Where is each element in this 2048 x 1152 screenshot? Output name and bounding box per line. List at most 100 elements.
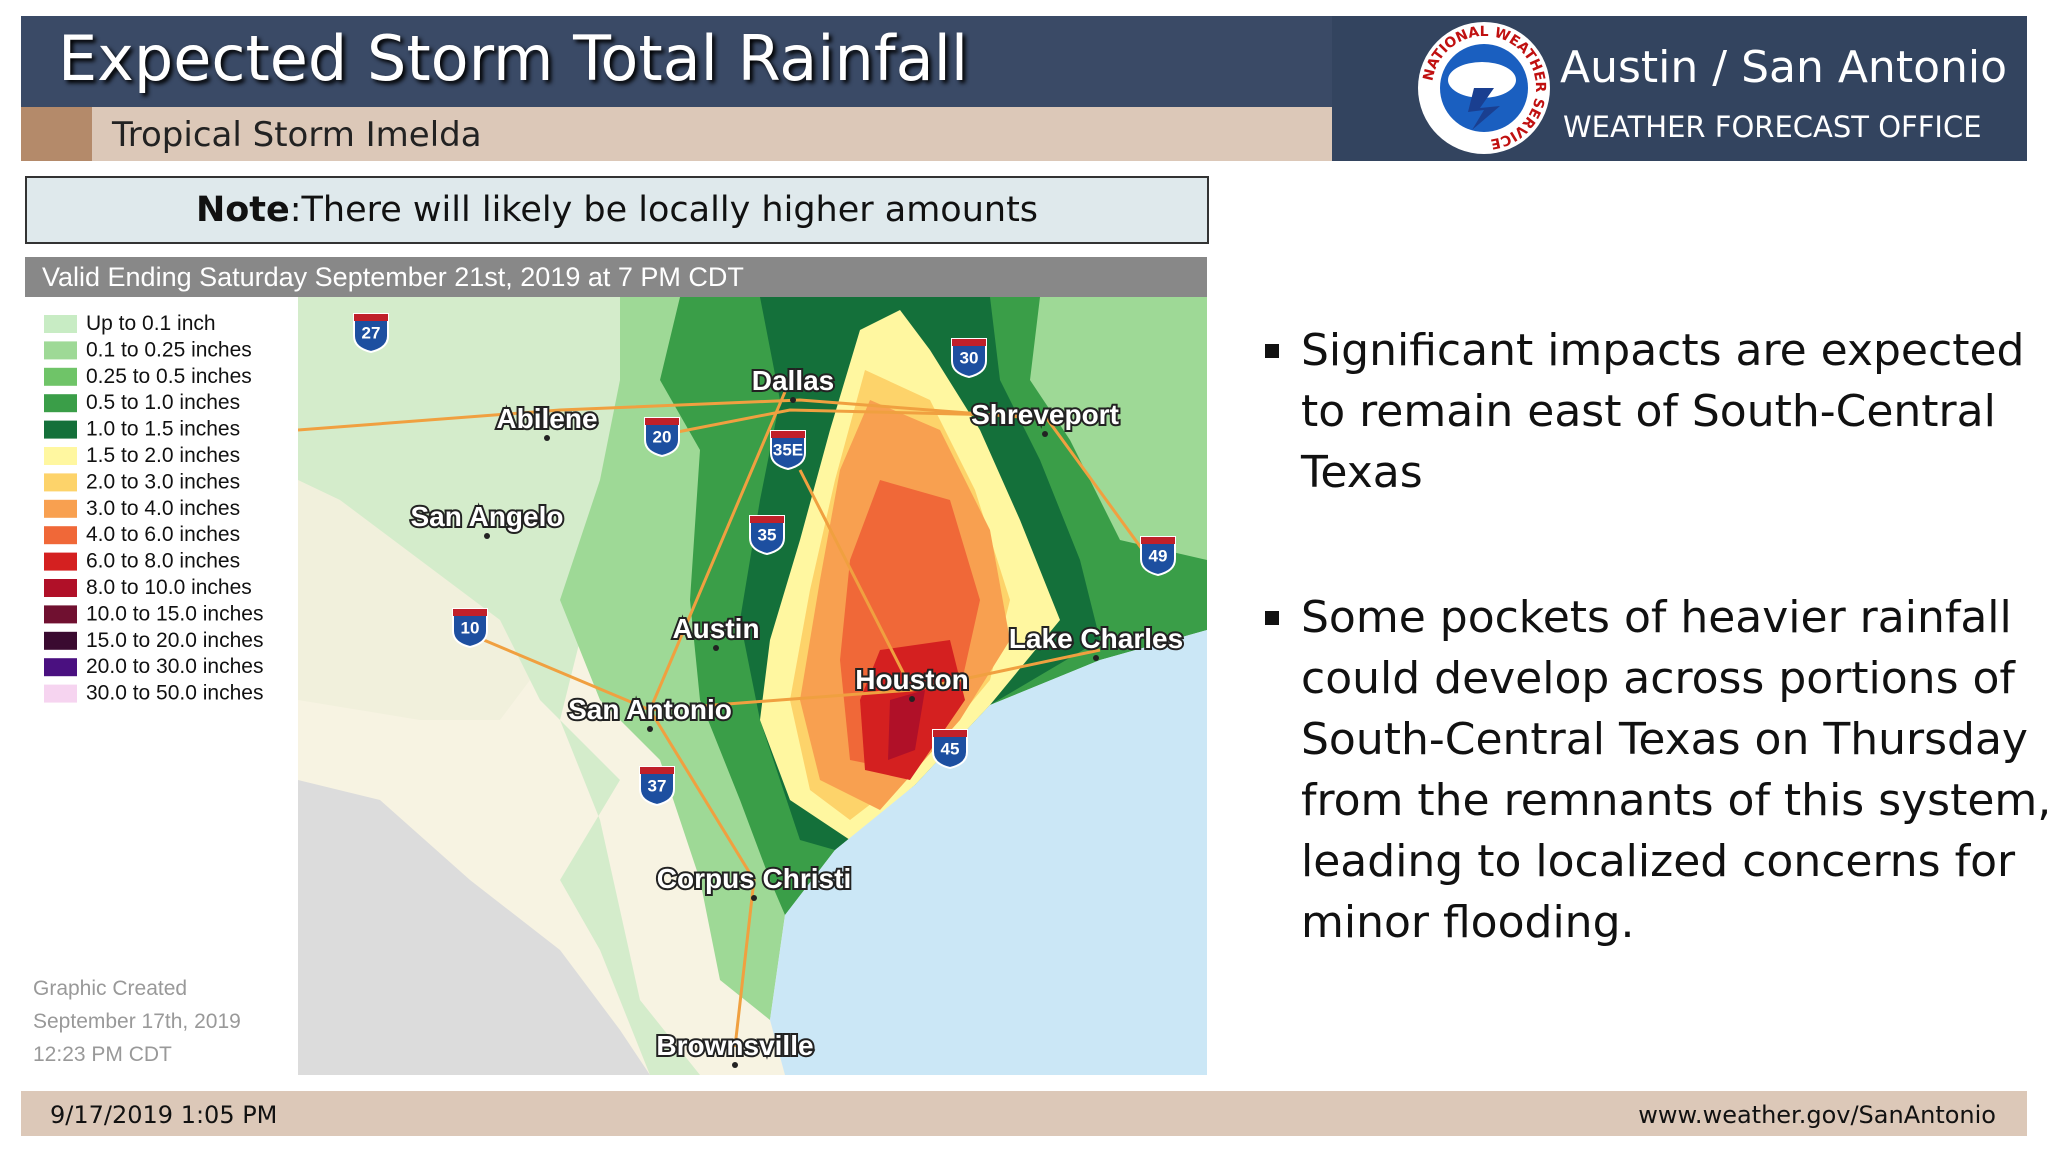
office-name: Austin / San Antonio [1560,42,2008,93]
shield-body [452,608,488,649]
shield-top [952,339,986,346]
gulf [770,630,1207,1075]
shield-number: 49 [1149,546,1168,565]
shield-top [933,730,967,737]
created-line: 12:23 PM CDT [33,1043,172,1066]
legend-swatch [44,605,77,624]
labels: Dallas Abilene Shreveport San Angelo Austin L… [353,313,1185,1068]
city-dot [647,726,653,732]
interstate-shield: 35 [749,515,785,556]
bullet: Significant impacts are expected to rema… [1265,320,2048,503]
legend-label: 8.0 to 10.0 inches [86,576,252,599]
subtitle: Tropical Storm Imelda [112,115,482,155]
legend-label: Up to 0.1 inch [86,312,216,335]
legend-label: 4.0 to 6.0 inches [86,523,240,546]
shield-body [770,430,806,471]
highways [298,379,1152,1048]
city-dot [544,435,550,441]
city-label: Lake Charles [1009,623,1183,654]
legend-swatch [44,684,77,703]
legend-swatch [44,552,77,571]
shield-number: 35 [758,525,777,544]
city-label: Austin [672,613,759,644]
shield-top [640,767,674,774]
city-label: Shreveport [971,399,1119,430]
note-text: :There will likely be locally higher amo… [289,190,1039,230]
mexico [298,780,650,1075]
subtitle-accent [21,107,92,161]
legend-label: 0.1 to 0.25 inches [86,338,252,361]
city-label: Brownsville [656,1030,813,1061]
footer-band [21,1091,2027,1136]
rain-dark-red [888,690,925,760]
shield-number: 45 [941,739,960,758]
legend-label: 0.25 to 0.5 inches [86,365,252,388]
city-dot [1093,655,1099,661]
footer-url: www.weather.gov/SanAntonio [1638,1101,1996,1129]
logo-bolt [1468,88,1500,130]
shield-number: 30 [960,348,979,367]
legend-swatch [44,341,77,360]
legend-swatch [44,526,77,545]
shield-top [1141,537,1175,544]
note-box: Note:There will likely be locally higher… [25,176,1209,244]
legend-label: 1.5 to 2.0 inches [86,444,240,467]
shield-number: 35E [773,440,803,459]
legend-swatch [44,315,77,333]
legend-label: 15.0 to 20.0 inches [86,629,263,652]
shield-number: 27 [362,323,381,342]
city-dot [751,895,757,901]
legend-swatch [44,499,77,518]
interstate-shield: 35E [770,430,806,471]
interstate-shield: 27 [353,313,389,354]
shield-body [353,313,389,354]
legend-label: 0.5 to 1.0 inches [86,391,240,414]
legend-label: 3.0 to 4.0 inches [86,497,240,520]
title: Expected Storm Total Rainfall [58,22,969,95]
legend-label: 20.0 to 30.0 inches [86,655,263,678]
city-label: Corpus Christi [657,863,851,894]
title-banner [21,16,1332,107]
office-type: WEATHER FORECAST OFFICE [1563,110,1982,144]
legend-swatch [44,367,77,386]
shield-top [453,609,487,616]
bullet: Some pockets of heavier rainfall could d… [1265,587,2048,953]
shield-top [645,418,679,425]
note-label: Note [195,190,290,230]
city-dot [484,533,490,539]
subtitle-band [21,107,1332,161]
city-dot [1042,431,1048,437]
interstate-shield: 37 [639,766,675,807]
city-label: San Angelo [411,501,564,532]
legend-label: 2.0 to 3.0 inches [86,470,240,493]
city-label: Dallas [752,365,835,396]
city-dot [790,397,796,403]
legend-label: 6.0 to 8.0 inches [86,550,240,573]
legend-label: 30.0 to 50.0 inches [86,682,263,705]
city-label: Abilene [496,403,597,434]
city-dot [713,645,719,651]
shield-top [750,516,784,523]
shield-number: 37 [648,776,667,795]
created-block: Graphic Created September 17th, 2019 12:… [33,972,241,1071]
shield-body [932,729,968,770]
shield-top [771,431,805,438]
legend-swatch [44,473,77,492]
legend-swatch [44,579,77,597]
shield-body [951,338,987,379]
shield-body [644,417,680,458]
legend-swatch [44,420,77,439]
map: Dallas Abilene Shreveport San Angelo Austin L… [298,297,1207,1075]
city-dot [909,696,915,702]
footer-date: 9/17/2019 1:05 PM [50,1101,278,1129]
created-line: Graphic Created [33,977,188,1000]
shield-body [639,766,675,807]
legend-label: 10.0 to 15.0 inches [86,602,263,625]
interstate-shield: 45 [932,729,968,770]
legend-swatch [44,394,77,413]
interstate-shield: 49 [1140,536,1176,577]
interstate-shield: 10 [452,608,488,649]
interstate-shield: 30 [951,338,987,379]
shield-body [1140,536,1176,577]
interstate-shield: 20 [644,417,680,458]
